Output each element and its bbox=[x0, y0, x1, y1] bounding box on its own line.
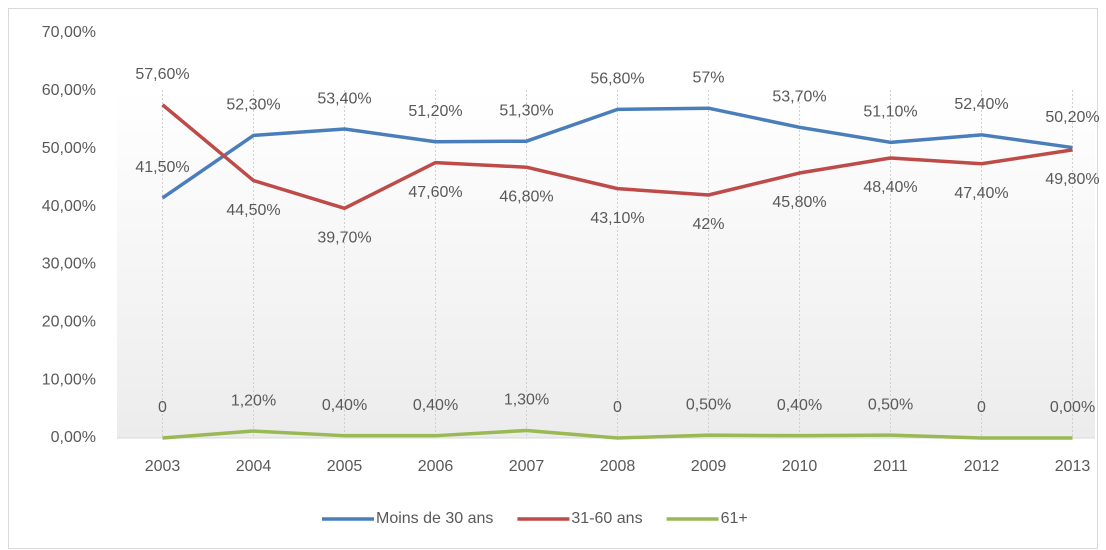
data-label: 0 bbox=[158, 399, 167, 416]
data-label: 47,60% bbox=[408, 184, 462, 201]
data-label: 0 bbox=[613, 399, 622, 416]
data-label: 1,30% bbox=[504, 392, 549, 409]
data-label: 51,10% bbox=[863, 104, 917, 121]
data-label: 0,50% bbox=[686, 396, 731, 413]
x-tick-label: 2003 bbox=[145, 458, 181, 475]
data-label: 0,40% bbox=[322, 397, 367, 414]
y-tick-label: 10,00% bbox=[42, 371, 96, 388]
data-label: 41,50% bbox=[135, 159, 189, 176]
data-label: 0,40% bbox=[777, 397, 822, 414]
data-label: 51,30% bbox=[499, 102, 553, 119]
data-label: 0,00% bbox=[1050, 399, 1095, 416]
data-label: 45,80% bbox=[772, 194, 826, 211]
y-tick-label: 40,00% bbox=[42, 198, 96, 215]
x-tick-label: 2007 bbox=[509, 458, 545, 475]
y-tick-label: 0,00% bbox=[51, 429, 96, 446]
data-label: 57% bbox=[692, 69, 724, 86]
data-label: 1,20% bbox=[231, 392, 276, 409]
data-label: 0,40% bbox=[413, 397, 458, 414]
y-tick-label: 50,00% bbox=[42, 140, 96, 157]
plot-background bbox=[117, 90, 1095, 438]
data-label: 39,70% bbox=[317, 230, 371, 247]
x-tick-label: 2004 bbox=[236, 458, 272, 475]
x-tick-label: 2006 bbox=[418, 458, 454, 475]
y-tick-label: 60,00% bbox=[42, 82, 96, 99]
x-tick-label: 2010 bbox=[782, 458, 818, 475]
series-line bbox=[161, 103, 1073, 211]
data-label: 44,50% bbox=[226, 202, 280, 219]
data-label: 47,40% bbox=[954, 185, 1008, 202]
data-label: 53,70% bbox=[772, 89, 826, 106]
data-label: 56,80% bbox=[590, 71, 644, 88]
data-label: 0,50% bbox=[868, 396, 913, 413]
legend-label: Moins de 30 ans bbox=[376, 510, 493, 527]
legend-label: 31-60 ans bbox=[571, 510, 642, 527]
series-line bbox=[162, 428, 1073, 440]
y-tick-label: 20,00% bbox=[42, 314, 96, 331]
data-label: 0 bbox=[977, 399, 986, 416]
data-label: 52,40% bbox=[954, 96, 1008, 113]
x-tick-label: 2012 bbox=[964, 458, 1000, 475]
y-tick-label: 70,00% bbox=[42, 24, 96, 41]
x-tick-label: 2005 bbox=[327, 458, 363, 475]
data-label: 57,60% bbox=[135, 66, 189, 83]
legend-label: 61+ bbox=[721, 510, 748, 527]
series-line bbox=[161, 106, 1073, 200]
x-tick-label: 2013 bbox=[1055, 458, 1091, 475]
data-label: 46,80% bbox=[499, 188, 553, 205]
data-label: 42% bbox=[692, 216, 724, 233]
data-label: 53,40% bbox=[317, 90, 371, 107]
data-label: 48,40% bbox=[863, 179, 917, 196]
x-tick-label: 2011 bbox=[873, 458, 908, 475]
data-label: 43,10% bbox=[590, 210, 644, 227]
data-label: 50,20% bbox=[1045, 109, 1099, 126]
x-tick-label: 2009 bbox=[691, 458, 727, 475]
x-tick-label: 2008 bbox=[600, 458, 636, 475]
data-label: 49,80% bbox=[1045, 171, 1099, 188]
data-label: 52,30% bbox=[226, 97, 280, 114]
y-tick-label: 30,00% bbox=[42, 256, 96, 273]
data-label: 51,20% bbox=[408, 103, 462, 120]
